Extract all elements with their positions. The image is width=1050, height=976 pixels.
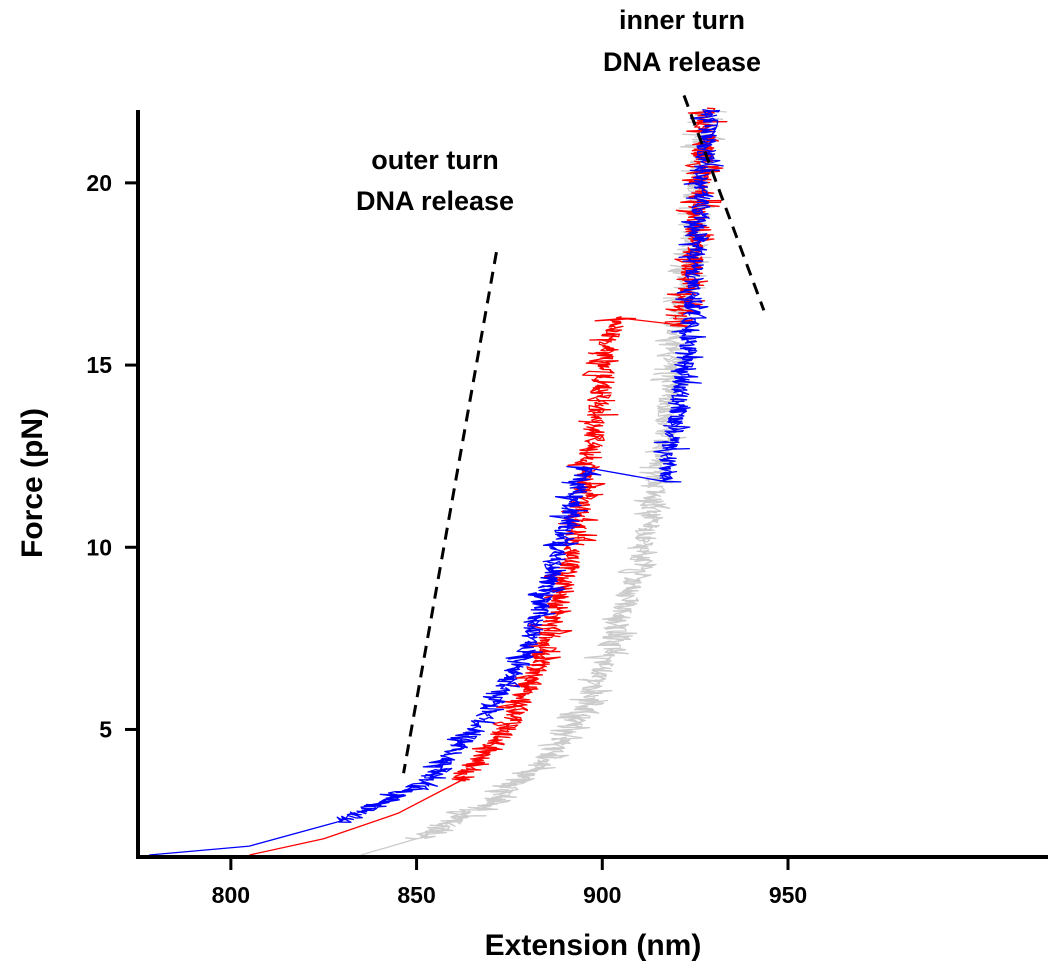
x-axis-label: Extension (nm): [485, 929, 702, 962]
annotation-dashed-line-0: [402, 251, 498, 774]
annotation-lines: [402, 94, 766, 774]
annotation-inner-line1: inner turn: [619, 5, 745, 35]
annotation-inner-line2: DNA release: [603, 47, 761, 77]
y-tick-label: 15: [86, 352, 112, 378]
annotation-dashed-line-1: [682, 94, 766, 311]
y-tick-label: 10: [86, 534, 112, 560]
y-tick-label: 5: [99, 716, 112, 742]
traces: [149, 107, 728, 856]
x-tick-label: 850: [397, 882, 435, 908]
y-tick-label: 20: [86, 170, 112, 196]
x-tick-label: 800: [212, 882, 250, 908]
y-axis-label: Force (pN): [16, 408, 49, 558]
x-tick-label: 900: [583, 882, 621, 908]
x-tick-label: 950: [769, 882, 807, 908]
y-ticks: 5 10 15 20: [86, 170, 138, 742]
x-ticks: 800 850 900 950: [212, 857, 807, 908]
annotation-outer-line2: DNA release: [356, 186, 514, 216]
trace-series-0: [360, 109, 727, 856]
annotation-outer-line1: outer turn: [371, 145, 499, 175]
trace-series-2: [149, 108, 724, 856]
